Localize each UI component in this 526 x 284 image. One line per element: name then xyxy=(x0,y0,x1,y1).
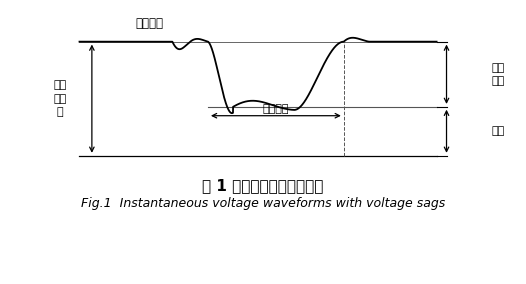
Text: 图 1 电压暂降瞬时电压波形: 图 1 电压暂降瞬时电压波形 xyxy=(203,178,323,193)
Text: Fig.1  Instantaneous voltage waveforms with voltage sags: Fig.1 Instantaneous voltage waveforms wi… xyxy=(81,197,445,210)
Text: 持续时间: 持续时间 xyxy=(262,104,289,114)
Text: 参考电压: 参考电压 xyxy=(135,17,163,30)
Text: 暂降
深度: 暂降 深度 xyxy=(491,63,504,86)
Text: 残压: 残压 xyxy=(491,126,504,136)
Text: 额定
电压
值: 额定 电压 值 xyxy=(53,80,66,117)
